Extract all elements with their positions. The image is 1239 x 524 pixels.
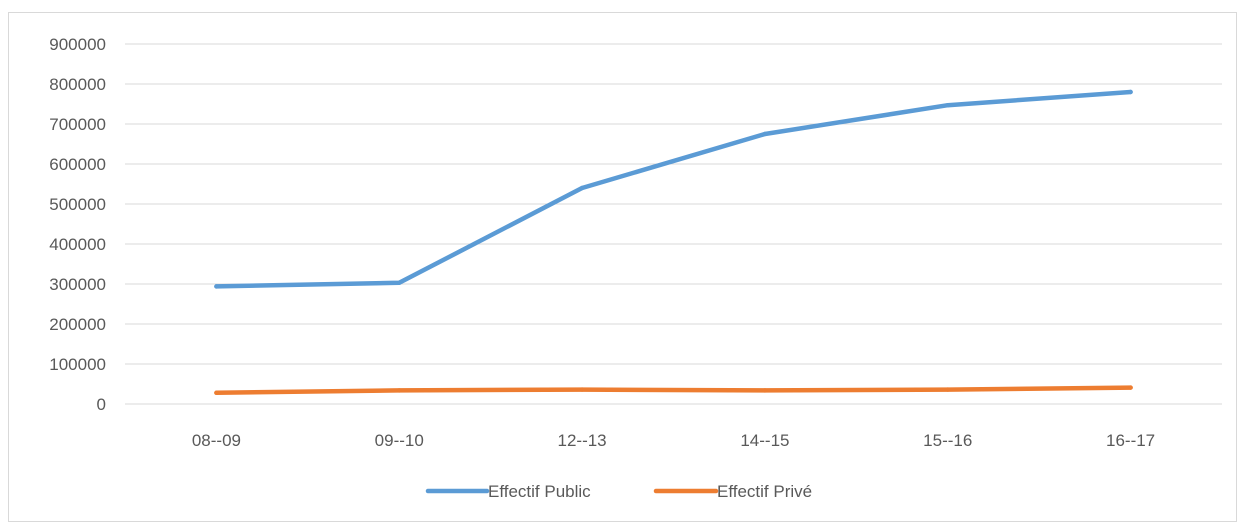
- y-tick-label: 200000: [49, 315, 106, 334]
- series-lines: [214, 90, 1133, 395]
- data-point: [1128, 90, 1132, 94]
- x-tick-label: 09--10: [375, 431, 424, 450]
- legend: Effectif Public Effectif Privé: [428, 482, 812, 501]
- series-line: [216, 388, 1130, 393]
- data-point: [946, 387, 950, 391]
- y-tick-label: 700000: [49, 115, 106, 134]
- data-point: [946, 103, 950, 107]
- data-point: [397, 388, 401, 392]
- legend-label: Effectif Privé: [717, 482, 812, 501]
- legend-item: Effectif Privé: [656, 482, 812, 501]
- data-point: [763, 388, 767, 392]
- y-axis-tick-labels: 0 100000 200000 300000 400000 500000 600000 700…: [49, 35, 106, 414]
- y-tick-label: 0: [97, 395, 106, 414]
- x-tick-label: 14--15: [740, 431, 789, 450]
- legend-label: Effectif Public: [488, 482, 591, 501]
- data-point: [580, 387, 584, 391]
- x-tick-label: 12--13: [558, 431, 607, 450]
- y-tick-label: 400000: [49, 235, 106, 254]
- y-tick-label: 600000: [49, 155, 106, 174]
- x-tick-label: 08--09: [192, 431, 241, 450]
- y-tick-label: 100000: [49, 355, 106, 374]
- y-tick-label: 500000: [49, 195, 106, 214]
- data-point: [1128, 385, 1132, 389]
- x-tick-label: 15--16: [923, 431, 972, 450]
- data-point: [580, 186, 584, 190]
- x-axis-tick-labels: 08--09 09--10 12--13 14--15 15--16 16--17: [192, 431, 1155, 450]
- data-point: [763, 132, 767, 136]
- y-tick-label: 300000: [49, 275, 106, 294]
- data-point: [214, 391, 218, 395]
- legend-item: Effectif Public: [428, 482, 591, 501]
- y-tick-label: 900000: [49, 35, 106, 54]
- y-tick-label: 800000: [49, 75, 106, 94]
- x-tick-label: 16--17: [1106, 431, 1155, 450]
- data-point: [397, 281, 401, 285]
- data-point: [214, 284, 218, 288]
- series-line: [216, 92, 1130, 286]
